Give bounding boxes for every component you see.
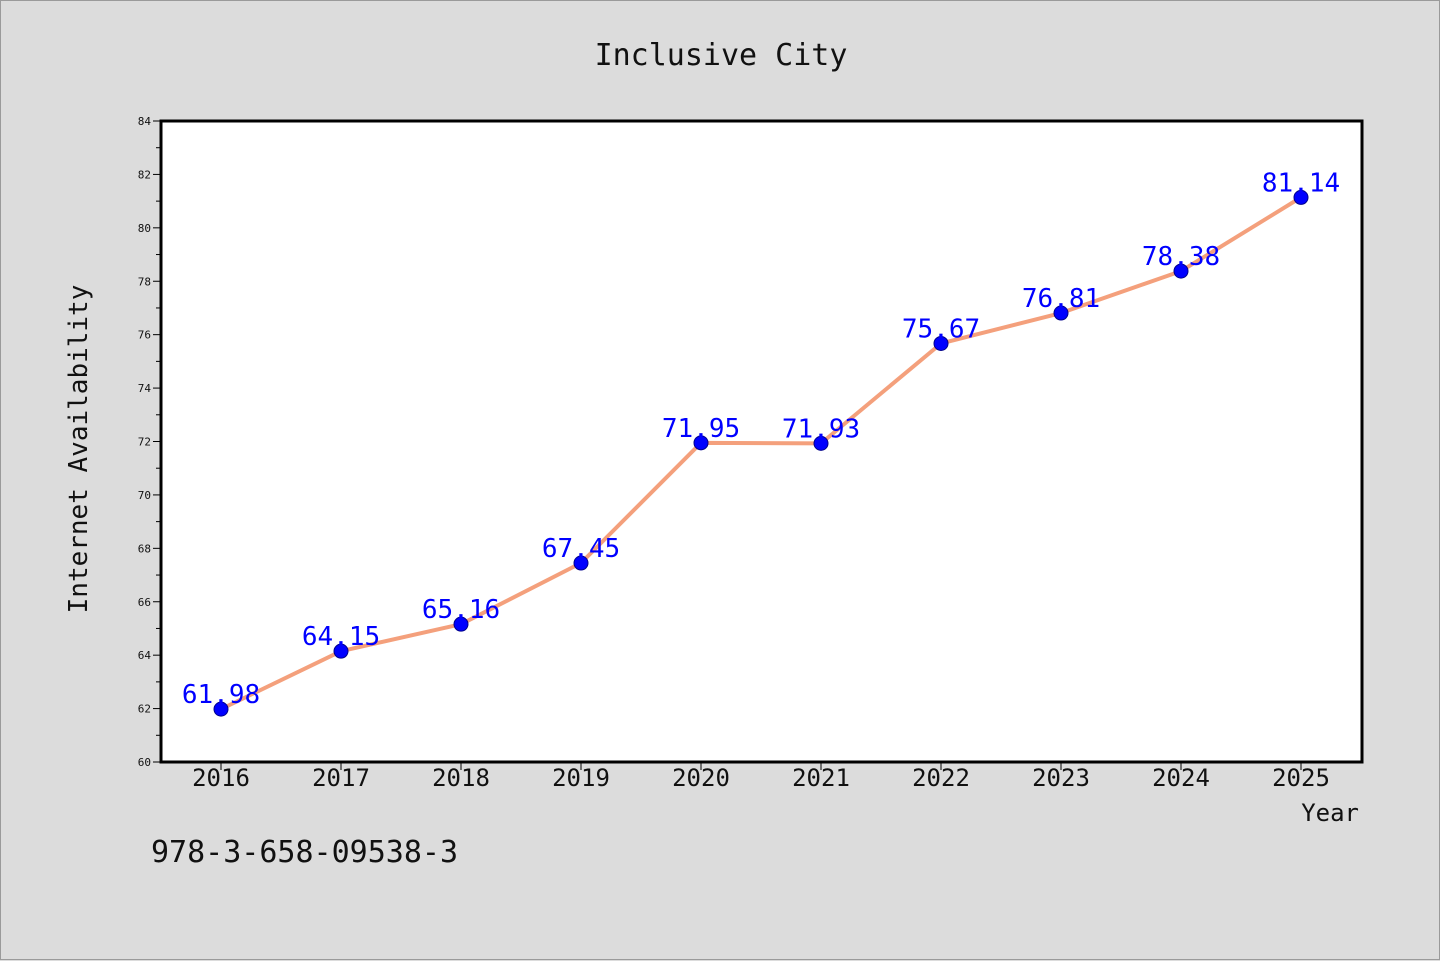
y-tick-label: 68 xyxy=(138,542,151,555)
data-point xyxy=(573,555,589,571)
data-point xyxy=(213,701,229,717)
series-line xyxy=(220,195,1303,711)
y-tick-label: 62 xyxy=(138,703,151,716)
x-tick-label: 2023 xyxy=(1032,764,1090,792)
y-axis-ticks: 60 62 64 66 68 70 72 74 76 78 80 82 84 xyxy=(138,115,161,769)
data-label: 78.38 xyxy=(1142,242,1220,272)
data-point xyxy=(1053,305,1069,321)
x-tick-label: 2016 xyxy=(192,764,250,792)
data-label: 64.15 xyxy=(302,622,380,652)
data-labels: 61.98 64.15 65.16 67.45 71.95 71.93 75.67 76.81… xyxy=(182,168,1340,710)
y-tick-label: 74 xyxy=(138,382,152,395)
data-point xyxy=(693,435,709,451)
data-point xyxy=(813,435,829,451)
x-tick-label: 2022 xyxy=(912,764,970,792)
y-tick-label: 70 xyxy=(138,489,151,502)
y-tick-label: 76 xyxy=(138,329,151,342)
data-point xyxy=(1293,189,1309,205)
y-tick-label: 72 xyxy=(138,436,151,449)
data-label: 65.16 xyxy=(422,595,500,625)
x-axis-label: Year xyxy=(1301,799,1359,827)
y-tick-label: 64 xyxy=(138,649,152,662)
x-tick-label: 2021 xyxy=(792,764,850,792)
data-label: 71.95 xyxy=(662,414,740,444)
data-label: 61.98 xyxy=(182,680,260,710)
x-tick-label: 2018 xyxy=(432,764,490,792)
x-tick-label: 2025 xyxy=(1272,764,1330,792)
x-tick-label: 2024 xyxy=(1152,764,1210,792)
data-label: 76.81 xyxy=(1022,284,1100,314)
x-tick-label: 2020 xyxy=(672,764,730,792)
chart-title: Inclusive City xyxy=(595,38,848,73)
y-tick-label: 78 xyxy=(138,275,151,288)
series-markers xyxy=(213,189,1309,717)
x-tick-label: 2017 xyxy=(312,764,370,792)
y-axis-label: Internet Availability xyxy=(64,285,94,614)
x-tick-label: 2019 xyxy=(552,764,610,792)
y-tick-label: 82 xyxy=(138,168,151,181)
y-tick-label: 84 xyxy=(138,115,152,128)
isbn-text: 978-3-658-09538-3 xyxy=(151,835,459,870)
y-tick-label: 80 xyxy=(138,222,151,235)
data-point xyxy=(333,643,349,659)
data-point xyxy=(1173,263,1189,279)
data-label: 81.14 xyxy=(1262,168,1340,198)
data-point xyxy=(933,335,949,351)
data-label: 75.67 xyxy=(902,314,980,344)
y-tick-label: 66 xyxy=(138,596,151,609)
data-point xyxy=(453,616,469,632)
data-label: 71.93 xyxy=(782,414,860,444)
x-axis-ticks: 2016 2017 2018 2019 2020 2021 2022 2023 2024 2025 xyxy=(192,762,1330,792)
data-label: 67.45 xyxy=(542,534,620,564)
y-tick-label: 60 xyxy=(138,756,151,769)
series-line-group xyxy=(220,195,1303,711)
